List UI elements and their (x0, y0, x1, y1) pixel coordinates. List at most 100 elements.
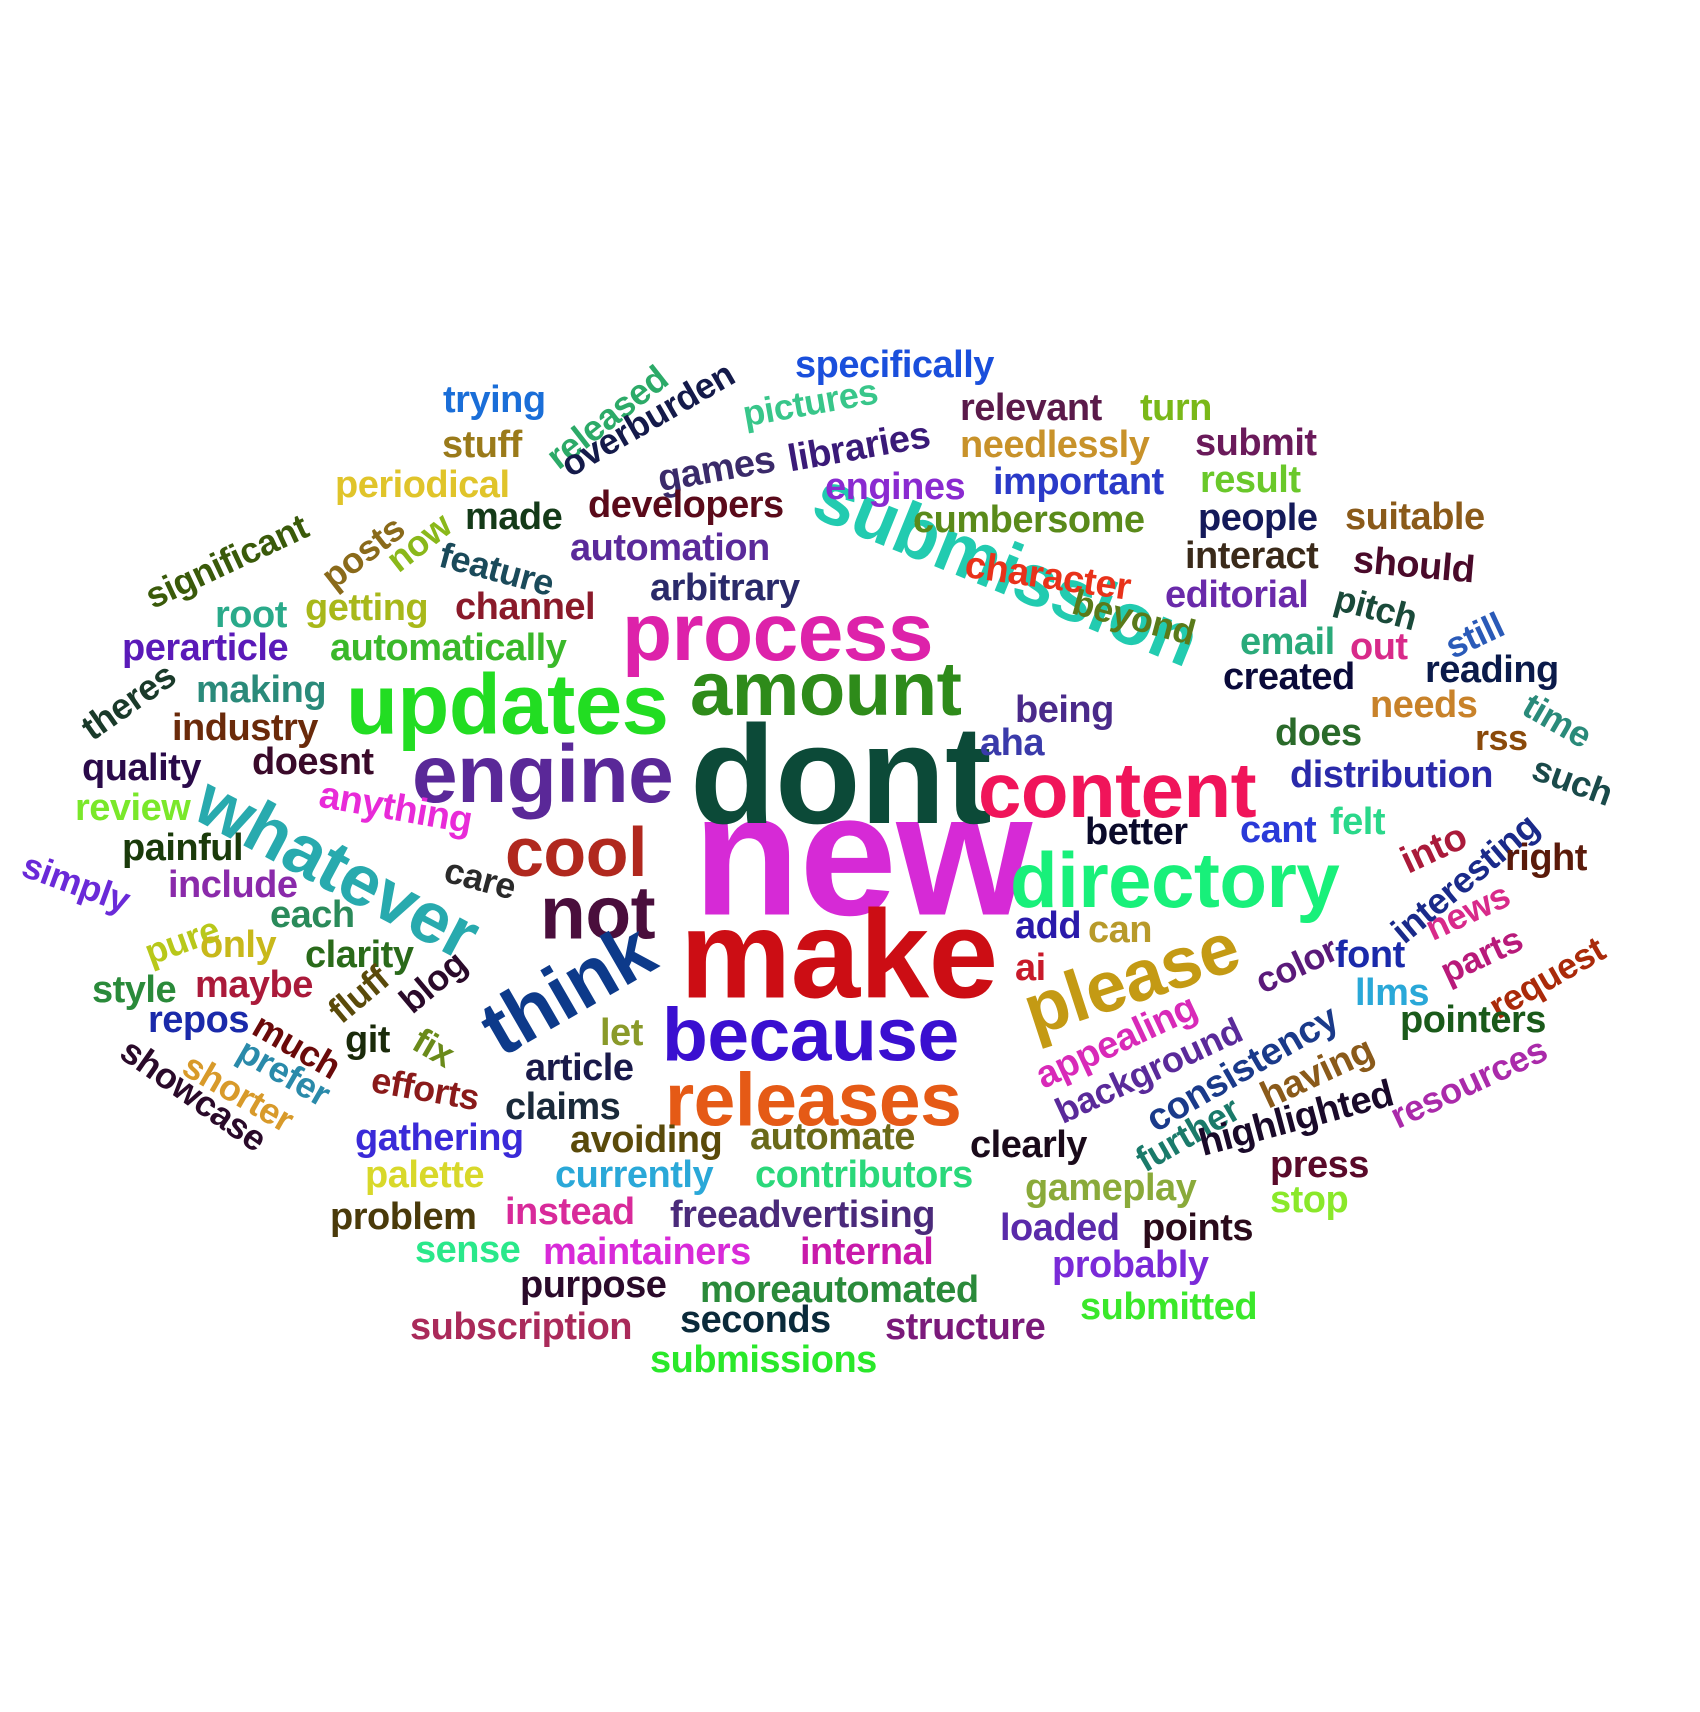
word-loaded: loaded (1000, 1207, 1120, 1249)
word-automatically: automatically (330, 627, 567, 669)
word-relevant: relevant (960, 387, 1102, 429)
word-rss: rss (1475, 717, 1528, 758)
word-clearly: clearly (970, 1124, 1087, 1166)
word-periodical: periodical (335, 464, 510, 506)
word-suitable: suitable (1345, 496, 1485, 538)
word-result: result (1200, 459, 1301, 501)
word-include: include (168, 864, 298, 906)
word-arbitrary: arbitrary (650, 567, 800, 609)
word-painful: painful (122, 827, 244, 869)
word-structure: structure (885, 1306, 1046, 1348)
word-gathering: gathering (355, 1117, 524, 1159)
word-does: does (1275, 712, 1362, 754)
word-only: only (200, 924, 277, 966)
word-stuff: stuff (442, 424, 522, 466)
word-stop: stop (1270, 1179, 1349, 1221)
word-dont: dont (690, 696, 992, 853)
word-cant: cant (1240, 809, 1317, 851)
word-such: such (1527, 747, 1619, 814)
word-aha: aha (980, 722, 1044, 764)
word-points: points (1142, 1207, 1253, 1249)
word-automate: automate (750, 1116, 915, 1158)
word-make: make (680, 885, 998, 1025)
word-out: out (1350, 626, 1408, 668)
word-currently: currently (555, 1154, 714, 1196)
word-repos: repos (148, 999, 249, 1041)
word-process: process (622, 587, 934, 678)
word-editorial: editorial (1165, 574, 1309, 616)
word-efforts: efforts (368, 1059, 483, 1119)
word-directory: directory (1010, 836, 1340, 924)
word-email: email (1240, 621, 1335, 663)
word-because: because (662, 992, 959, 1077)
word-submit: submit (1195, 422, 1317, 464)
word-review: review (75, 787, 191, 829)
word-article: article (525, 1047, 634, 1089)
word-sense: sense (415, 1229, 521, 1271)
word-palette: palette (365, 1154, 484, 1196)
word-press: press (1270, 1144, 1369, 1186)
word-let: let (600, 1012, 643, 1054)
word-created: created (1223, 656, 1355, 698)
word-getting: getting (305, 587, 429, 629)
word-style: style (92, 969, 177, 1011)
word-each: each (270, 894, 355, 936)
word-add: add (1015, 905, 1082, 947)
word-time: time (1516, 684, 1599, 756)
word-amount: amount (690, 647, 962, 732)
word-can: can (1088, 909, 1152, 951)
word-developers: developers (588, 484, 784, 526)
word-clarity: clarity (305, 934, 414, 976)
word-probably: probably (1052, 1244, 1209, 1286)
word-quality: quality (82, 747, 201, 789)
word-cumbersome: cumbersome (913, 499, 1145, 541)
word-needs: needs (1370, 684, 1478, 726)
word-made: made (465, 496, 563, 538)
word-freeadvertising: freeadvertising (670, 1194, 935, 1236)
word-engine: engine (412, 729, 674, 820)
word-llms: llms (1355, 972, 1430, 1014)
word-maintainers: maintainers (543, 1231, 751, 1273)
word-simply: simply (17, 844, 136, 921)
word-doesnt: doesnt (252, 741, 374, 783)
word-gameplay: gameplay (1025, 1167, 1197, 1209)
word-cool: cool (505, 813, 647, 891)
word-seconds: seconds (680, 1299, 831, 1341)
word-pictures: pictures (739, 370, 881, 435)
word-font: font (1335, 934, 1405, 976)
word-channel: channel (455, 586, 596, 628)
word-engines: engines (825, 466, 966, 508)
word-submitted: submitted (1080, 1286, 1258, 1328)
word-better: better (1085, 811, 1188, 853)
word-reading: reading (1425, 649, 1559, 691)
word-industry: industry (172, 707, 318, 749)
word-moreautomated: moreautomated (700, 1269, 979, 1311)
word-updates: updates (346, 657, 669, 753)
word-pointers: pointers (1400, 999, 1546, 1041)
word-instead: instead (505, 1191, 635, 1233)
word-turn: turn (1140, 387, 1212, 429)
word-trying: trying (443, 379, 546, 421)
word-theres: theres (73, 654, 183, 749)
word-releases: releases (665, 1057, 962, 1142)
word-being: being (1015, 689, 1114, 731)
word-people: people (1198, 497, 1318, 539)
word-specifically: specifically (795, 344, 994, 386)
word-problem: problem (330, 1196, 477, 1238)
word-perarticle: perarticle (122, 627, 289, 669)
word-claims: claims (505, 1086, 621, 1128)
word-making: making (196, 669, 327, 711)
word-internal: internal (800, 1231, 934, 1273)
word-contributors: contributors (755, 1154, 973, 1196)
word-maybe: maybe (195, 964, 313, 1006)
word-important: important (993, 461, 1164, 503)
word-not: not (540, 870, 656, 955)
word-subscription: subscription (410, 1306, 633, 1348)
word-ai: ai (1015, 947, 1046, 989)
word-avoiding: avoiding (570, 1119, 723, 1161)
word-felt: felt (1330, 801, 1386, 843)
word-git: git (345, 1019, 390, 1061)
word-right: right (1505, 837, 1587, 879)
word-needlessly: needlessly (960, 424, 1150, 466)
